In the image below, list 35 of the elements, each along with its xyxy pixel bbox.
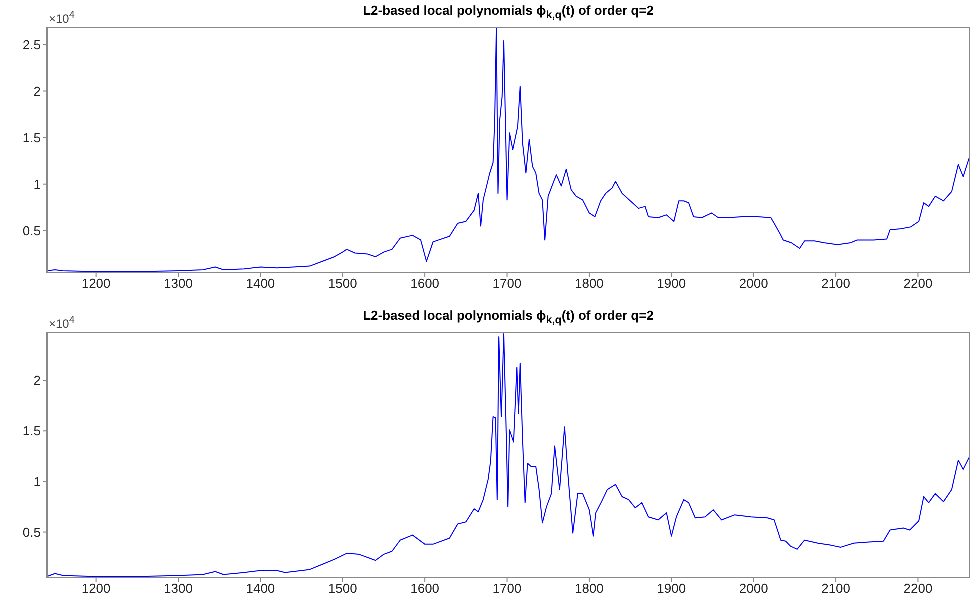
x-tick-label: 2000: [739, 276, 768, 292]
x-tick-label: 1400: [246, 581, 276, 596]
x-tick-label: 1800: [574, 581, 604, 596]
x-tick-label: 1200: [82, 581, 111, 596]
x-tick-label: 1700: [492, 581, 522, 596]
y-tick-label: 1: [34, 176, 41, 192]
y-tick-label: 1.5: [22, 424, 41, 439]
y-tick-label: 0.5: [22, 224, 41, 239]
text: ×10$^{4}$: [49, 10, 75, 26]
x-tick-label: 2100: [822, 276, 850, 292]
x-tick-label: 1400: [246, 276, 276, 292]
y-tick-label: 0.5: [22, 524, 41, 540]
x-tick-label: 2200: [904, 581, 933, 596]
x-tick-label: 1700: [492, 276, 522, 292]
y-tick-label: 1.5: [22, 130, 41, 146]
x-tick-label: 1500: [328, 581, 358, 596]
y-tick-label: 1: [34, 474, 41, 490]
text: ×10$^{4}$: [49, 315, 75, 331]
chart-title: L2-based local polynomials ϕ$_{k,q}$(t) of order q=2: [363, 3, 654, 22]
x-tick-label: 1800: [574, 276, 604, 292]
x-tick-label: 1500: [328, 276, 358, 292]
x-tick-label: 1600: [410, 276, 440, 292]
x-tick-label: 1600: [410, 581, 440, 596]
x-tick-label: 1900: [657, 276, 686, 292]
y-tick-label: 2: [34, 373, 41, 388]
x-tick-label: 1300: [164, 581, 193, 596]
y-tick-label: 2: [34, 84, 41, 99]
x-tick-label: 2100: [822, 581, 850, 596]
x-tick-label: 2000: [739, 581, 768, 596]
y-tick-label: 2.5: [22, 37, 41, 52]
x-tick-label: 1200: [82, 276, 111, 292]
x-tick-label: 1300: [164, 276, 193, 292]
chart-title: L2-based local polynomials ϕ$_{k,q}$(t) of order q=2: [363, 308, 654, 327]
x-tick-label: 2200: [904, 276, 933, 292]
x-tick-label: 1900: [657, 581, 686, 596]
